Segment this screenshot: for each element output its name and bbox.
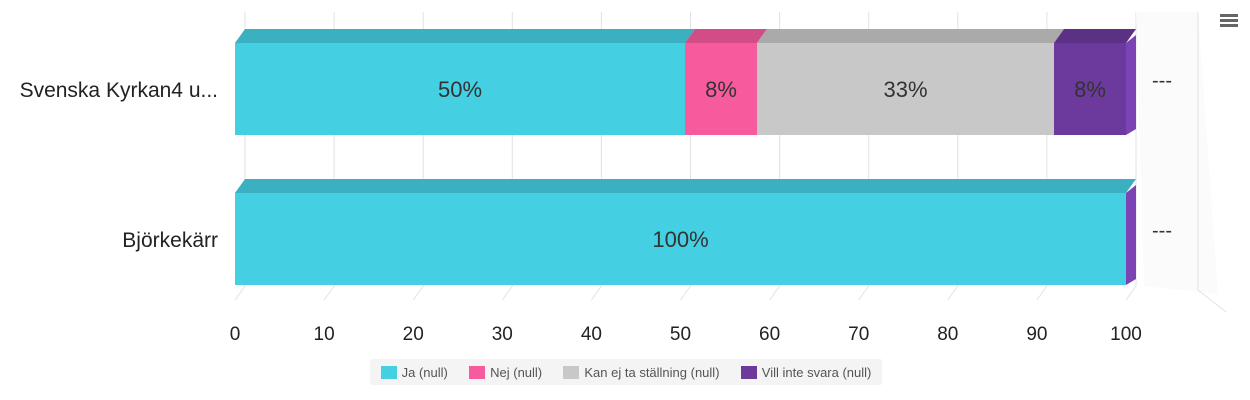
legend-swatch — [469, 365, 486, 379]
legend-label: Ja (null) — [401, 364, 448, 380]
gridline-floor — [590, 285, 602, 301]
bar-top-face — [235, 179, 1136, 193]
legend-item[interactable]: Vill inte svara (null) — [740, 364, 872, 380]
gridline-floor — [323, 285, 335, 301]
bar-segment — [235, 193, 1126, 285]
bar-top-face — [685, 29, 767, 43]
x-tick-label: 90 — [1026, 324, 1047, 345]
legend-item[interactable]: Ja (null) — [380, 364, 448, 380]
bar-data-label: 100% — [652, 227, 708, 252]
gridline-floor — [947, 285, 959, 301]
bar-top-face — [757, 29, 1064, 43]
x-tick-label: 70 — [848, 324, 869, 345]
category-label: Björkekärr — [122, 229, 218, 252]
bar-top-face — [235, 29, 695, 43]
side-wall — [1136, 12, 1218, 294]
legend-label: Kan ej ta ställning (null) — [584, 364, 720, 380]
bar-end-face — [1126, 185, 1136, 285]
x-tick-label: 50 — [670, 324, 691, 345]
bar-top-face — [1054, 29, 1136, 43]
legend-label: Vill inte svara (null) — [761, 364, 872, 380]
gridline-floor — [1036, 285, 1048, 301]
legend-item[interactable]: Nej (null) — [469, 365, 542, 380]
legend-swatch — [563, 365, 580, 379]
chart-labels: 0 10 20 30 40 50 60 70 80 90 100 50% 8% 33% 8% Svenska … — [20, 70, 1172, 345]
bar-data-label: 33% — [883, 77, 927, 102]
gridline-floor — [412, 285, 424, 301]
gridline-floor — [234, 285, 246, 301]
bar-data-label: 8% — [1074, 77, 1106, 102]
x-tick-label: 20 — [403, 324, 424, 345]
gridline-floor — [769, 285, 781, 301]
legend-swatch — [740, 365, 757, 379]
row-end-label: --- — [1152, 220, 1172, 242]
row-end-label: --- — [1152, 70, 1172, 92]
legend-item[interactable]: Kan ej ta ställning (null) — [563, 364, 720, 380]
bar-segment — [1054, 43, 1126, 135]
gridline-floor — [680, 285, 691, 301]
chart-menu-icon[interactable] — [1218, 12, 1240, 32]
side-wall-floor-edge — [1197, 289, 1227, 313]
gridline-floor — [501, 285, 513, 301]
gridline-floor — [858, 285, 870, 301]
bar-data-label: 8% — [705, 77, 737, 102]
gridline-floor — [1125, 285, 1137, 301]
x-tick-label: 30 — [492, 324, 513, 345]
bar-segment — [235, 43, 685, 135]
legend-swatch — [380, 365, 397, 379]
x-tick-label: 0 — [230, 324, 241, 345]
x-tick-label: 100 — [1110, 324, 1142, 345]
chart-legend: Ja (null) Nej (null) Kan ej ta ställning (… — [370, 359, 882, 385]
bar-segment — [757, 43, 1054, 135]
legend-label: Nej (null) — [490, 364, 543, 380]
bar-segment — [685, 43, 757, 135]
bar-end-face — [1126, 35, 1136, 135]
category-label: Svenska Kyrkan4 u... — [20, 79, 218, 102]
x-tick-label: 10 — [314, 324, 335, 345]
chart-bars — [235, 29, 1136, 285]
x-tick-label: 40 — [581, 324, 602, 345]
x-tick-label: 80 — [937, 324, 958, 345]
bar-data-label: 50% — [438, 77, 482, 102]
x-tick-label: 60 — [759, 324, 780, 345]
